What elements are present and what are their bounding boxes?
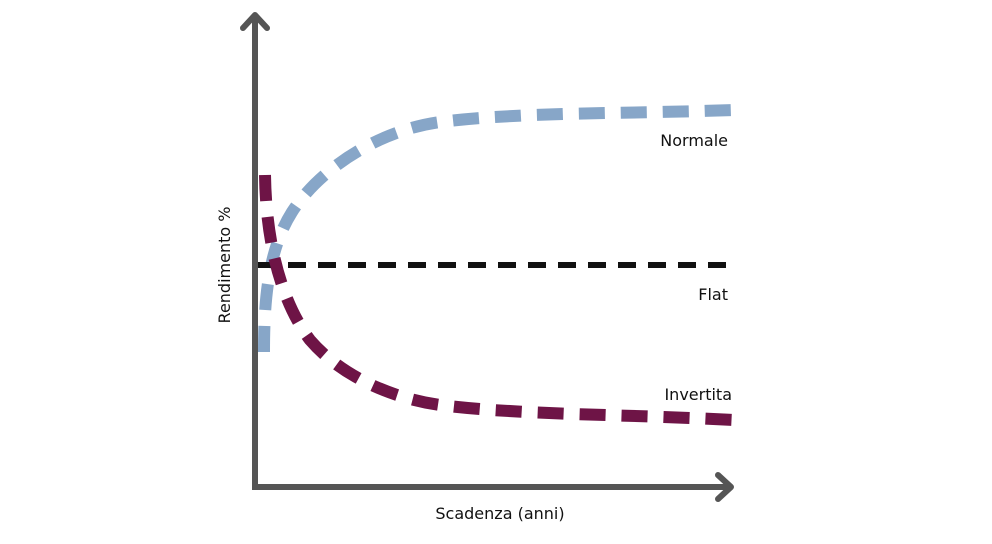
curve-label: Flat bbox=[698, 285, 728, 304]
curve-label: Normale bbox=[660, 131, 728, 150]
y-axis-label: Rendimento % bbox=[215, 207, 234, 324]
curve-label: Invertita bbox=[664, 385, 732, 404]
x-axis-arrow bbox=[715, 472, 734, 502]
inverted-curve bbox=[259, 174, 734, 426]
y-axis-arrow bbox=[240, 12, 270, 31]
x-axis-label: Scadenza (anni) bbox=[435, 504, 564, 523]
